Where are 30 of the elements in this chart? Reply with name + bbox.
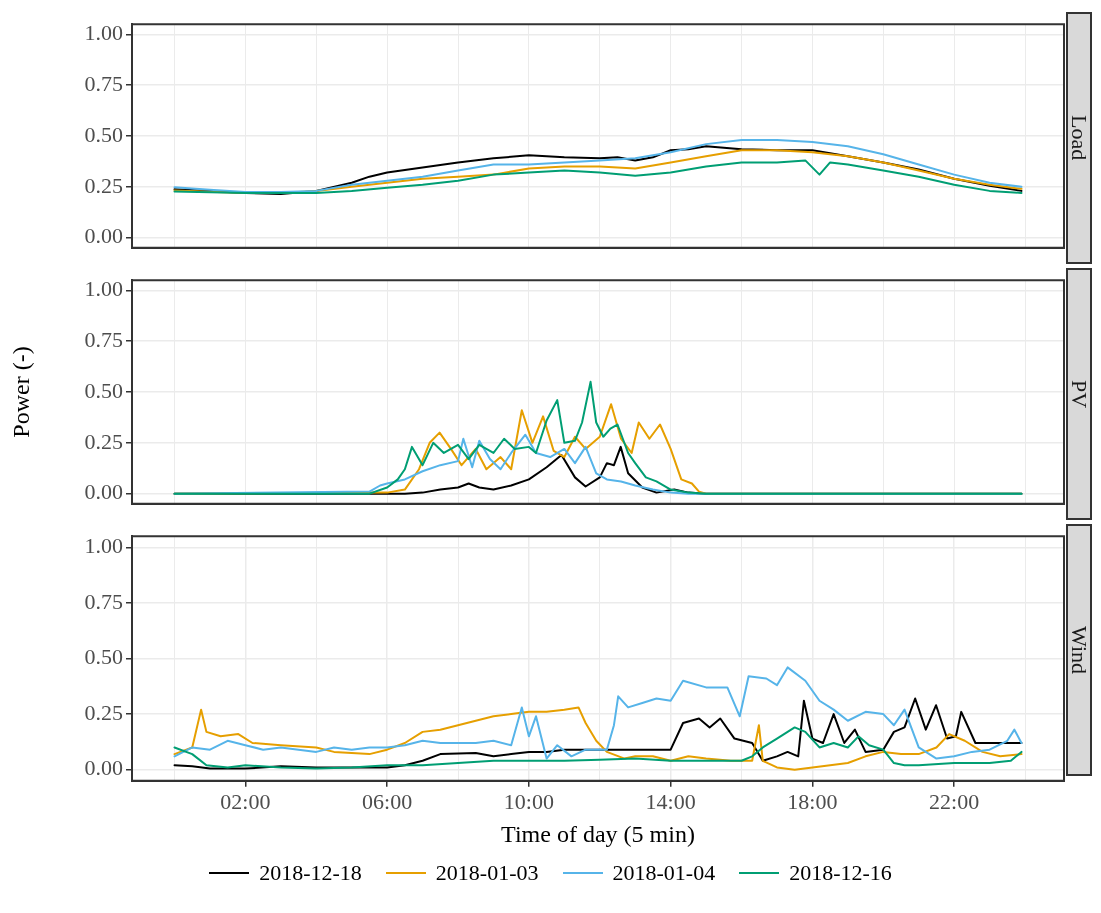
y-axis-title: Power (-) — [7, 346, 34, 438]
legend-label: 2018-12-16 — [789, 860, 892, 886]
y-tick-label: 1.00 — [84, 276, 123, 302]
y-tick-label: 0.00 — [84, 479, 123, 505]
y-tick-label: 1.00 — [84, 533, 123, 559]
x-tick-label: 14:00 — [645, 788, 696, 814]
y-tick-label: 0.50 — [84, 121, 123, 147]
y-tick-label: 0.75 — [84, 326, 123, 352]
y-tick-label: 0.00 — [84, 755, 123, 781]
y-tick-label: 0.75 — [84, 588, 123, 614]
legend-label: 2018-12-18 — [259, 860, 362, 886]
legend-label: 2018-01-03 — [435, 860, 539, 886]
y-tick-label: 0.50 — [84, 377, 123, 403]
y-tick-label: 0.50 — [84, 644, 123, 670]
y-tick-label: 0.25 — [84, 172, 123, 198]
y-tick-label: 0.75 — [84, 70, 123, 96]
text: PV — [1066, 379, 1092, 409]
text: Load — [1066, 115, 1092, 161]
y-tick-label: 1.00 — [84, 20, 123, 46]
x-tick-label: 22:00 — [929, 788, 980, 814]
y-tick-label: 0.25 — [84, 428, 123, 454]
y-tick-label: 0.25 — [84, 699, 123, 725]
text: Wind — [1066, 626, 1092, 674]
x-tick-label: 02:00 — [220, 788, 271, 814]
x-tick-label: 10:00 — [503, 788, 554, 814]
y-tick-label: 0.00 — [84, 223, 123, 249]
x-tick-label: 06:00 — [362, 788, 413, 814]
x-tick-label: 18:00 — [787, 788, 838, 814]
legend-label: 2018-01-04 — [612, 860, 716, 886]
x-axis-title: Time of day (5 min) — [501, 820, 695, 847]
